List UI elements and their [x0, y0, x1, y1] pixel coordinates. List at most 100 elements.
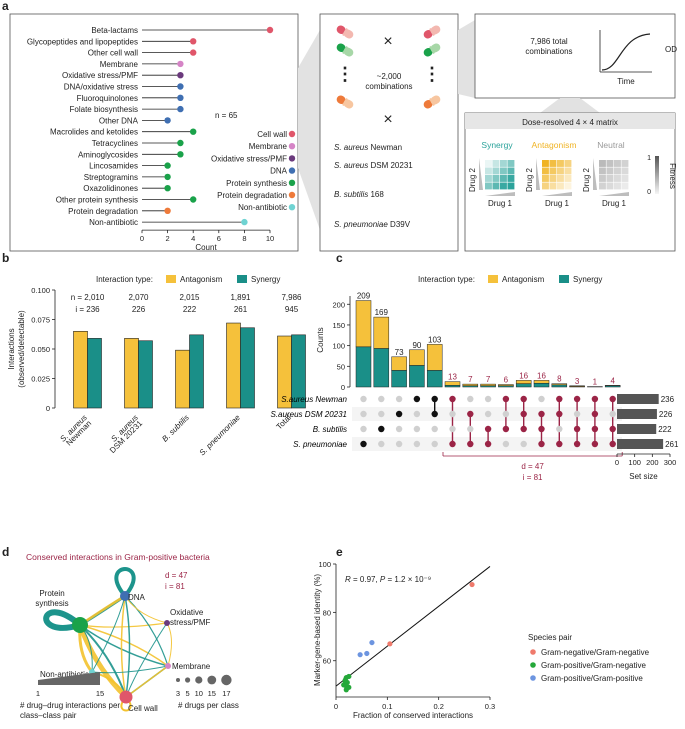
matrix-cell — [622, 168, 629, 175]
count-label: 16 — [537, 371, 546, 380]
scatter-point — [364, 651, 369, 656]
set-dot-on — [610, 441, 616, 447]
legend-swatch — [289, 167, 295, 173]
set-dot-on — [538, 441, 544, 447]
matrix-cell — [493, 168, 500, 175]
y-axis-title: Interactions(observed/detectable) — [7, 310, 26, 388]
set-dot-off — [414, 426, 420, 432]
y-tick-label: 60 — [323, 657, 331, 666]
set-dot-off — [503, 441, 509, 447]
set-dot-on — [360, 441, 366, 447]
x-tick-label: 0.2 — [433, 702, 443, 711]
count-label: 4 — [610, 376, 615, 385]
y-tick-label: 0.075 — [31, 316, 50, 325]
matrix-cell — [614, 175, 621, 182]
bar-synergy — [392, 370, 407, 387]
size-legend-caption: # drugs per class — [178, 701, 239, 710]
count-label: 103 — [428, 335, 442, 344]
fitness-label: Fitness — [668, 163, 677, 189]
legend-entry: Gram-negative/Gram-negative — [541, 648, 650, 657]
set-size-label: 222 — [658, 425, 672, 434]
i-label: 222 — [183, 305, 197, 314]
legend-swatch — [289, 192, 295, 198]
count-label: 6 — [504, 376, 509, 385]
lollipop-point — [177, 95, 183, 101]
pill-icon — [422, 94, 442, 110]
set-dot-off — [467, 396, 473, 402]
set-dot-on — [503, 396, 509, 402]
strain-label: S. aureus Newman — [334, 143, 402, 152]
count-label: 8 — [557, 375, 562, 384]
category-label: Oxidative stress/PMF — [62, 71, 138, 80]
fit-line — [336, 566, 490, 686]
set-label: B. subtilis — [313, 425, 347, 434]
strain-label: B. subtilis 168 — [334, 190, 384, 199]
category-label: Glycopeptides and lipopeptides — [27, 37, 138, 46]
count-label: 16 — [519, 371, 528, 380]
count-label: 73 — [395, 348, 404, 357]
network-d: d = 47 — [165, 571, 188, 580]
network-edge — [80, 625, 168, 666]
scatter-point — [343, 679, 348, 684]
legend-entry: Synergy — [573, 275, 602, 284]
set-size-tick-label: 100 — [628, 458, 641, 467]
category-label: Beta-lactams — [91, 26, 138, 35]
matrix-cell — [485, 160, 492, 167]
set-size-tick-label: 300 — [664, 458, 677, 467]
lollipop-point — [177, 106, 183, 112]
x-tick-label: 10 — [266, 234, 274, 243]
n-label: n = 2,010 — [71, 293, 105, 302]
y-tick-label: 80 — [323, 608, 331, 617]
y-tick-label: 0.100 — [31, 286, 50, 295]
lollipop-point — [164, 185, 170, 191]
set-size-label: 236 — [661, 395, 675, 404]
matrix-label: Synergy — [481, 140, 513, 150]
count-label: 209 — [357, 292, 371, 301]
legend-title: Species pair — [528, 633, 572, 642]
network-edge — [126, 666, 168, 697]
legend-swatch-synergy — [559, 275, 569, 283]
set-size-bar — [617, 424, 656, 434]
set-dot-off — [396, 426, 402, 432]
set-dot-off — [432, 441, 438, 447]
bar-antagonism — [409, 350, 424, 366]
matrix-cell — [550, 168, 557, 175]
strain-label: S. aureus DSM 20231 — [334, 161, 413, 170]
size-legend-dot — [195, 676, 202, 683]
matrix-cell — [508, 168, 515, 175]
set-dot-off — [414, 411, 420, 417]
correlation-annotation: R = 0.97, P = 1.2 × 10⁻⁹ — [345, 575, 431, 584]
legend-entry: DNA — [270, 167, 288, 176]
count-label: 3 — [575, 377, 580, 386]
matrix-cell — [599, 175, 606, 182]
category-label: DNA/oxidative stress — [64, 83, 138, 92]
bar-synergy — [605, 386, 620, 387]
panel-d-network: Conserved interactions in Gram-positive … — [20, 552, 239, 720]
lollipop-point — [177, 140, 183, 146]
n-label: 2,070 — [128, 293, 149, 302]
x-tick-label: 6 — [217, 234, 221, 243]
bar-antagonism — [374, 317, 389, 348]
n-annotation: n = 65 — [215, 111, 238, 120]
x-tick-label: 0.1 — [382, 702, 392, 711]
connector-wedge — [458, 20, 475, 98]
matrix-label: Neutral — [597, 140, 625, 150]
panel-a-lollipop: Beta-lactams Glycopeptides and lipopeptid… — [10, 14, 298, 252]
dose-wedge — [536, 158, 540, 190]
pill-icon — [335, 24, 355, 40]
category-label: Other cell wall — [88, 49, 138, 58]
matrix-cell — [500, 183, 507, 190]
set-dot-off — [538, 396, 544, 402]
fitness-bar — [655, 156, 659, 194]
matrix-cell — [614, 168, 621, 175]
x-tick-label: 0.3 — [485, 702, 495, 711]
lollipop-point — [177, 83, 183, 89]
y-tick-label: 100 — [332, 342, 345, 351]
category-label: Aminoglycosides — [78, 150, 138, 159]
set-dot-on — [521, 426, 527, 432]
